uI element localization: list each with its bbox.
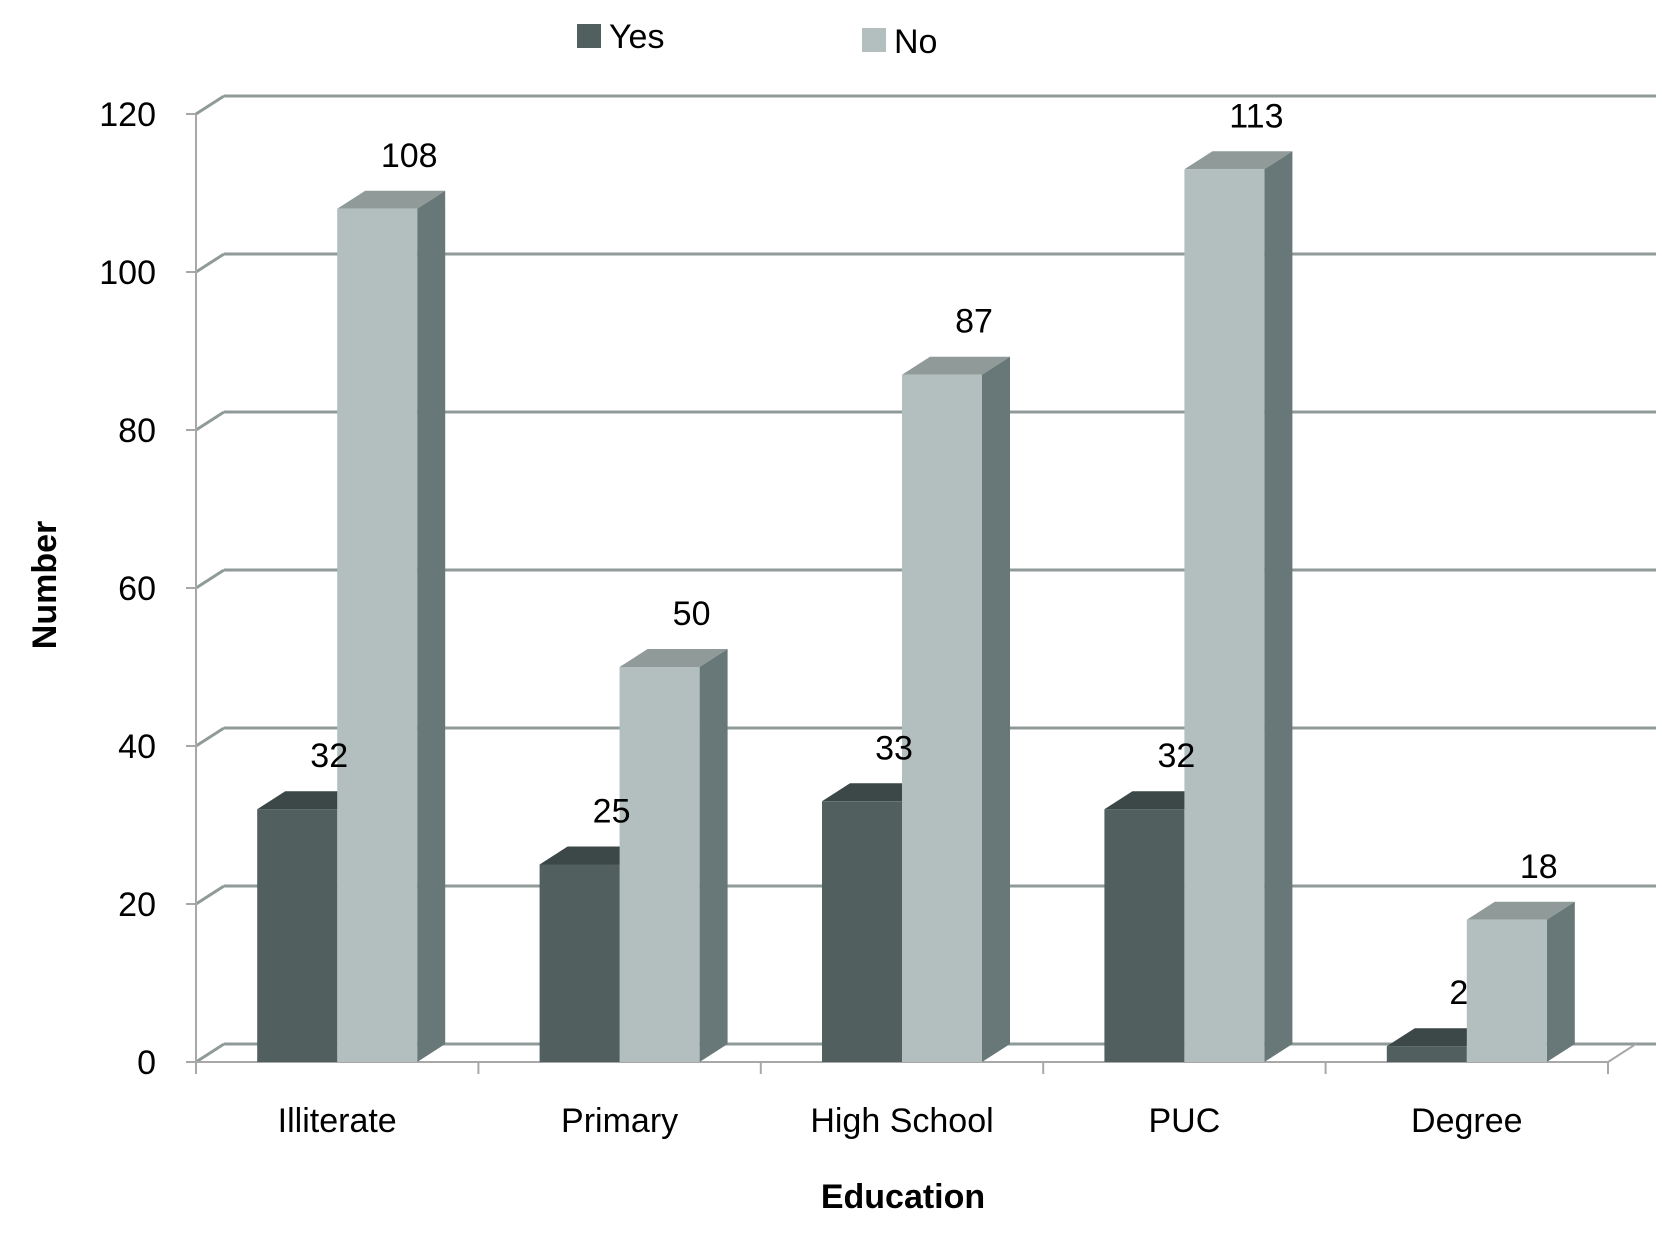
axes: 0 20 40 60 80 100 120 Illiterate Primary High Sch… — [99, 96, 1609, 1140]
bar-front-face — [1386, 1046, 1467, 1062]
data-label-yes-high-school: 33 — [875, 729, 913, 767]
legend-label-yes: Yes — [609, 18, 664, 56]
floor-right-edge — [1607, 1043, 1637, 1063]
gridline-depth-60 — [195, 568, 225, 590]
category-label-puc: PUC — [1149, 1102, 1221, 1140]
data-label-yes-illiterate: 32 — [310, 737, 348, 775]
y-tick-label-0: 0 — [137, 1044, 156, 1082]
bar-front-face — [619, 667, 700, 1062]
y-tick-label-120: 120 — [99, 96, 156, 134]
category-label-primary: Primary — [561, 1102, 678, 1140]
category-label-degree: Degree — [1411, 1102, 1523, 1140]
legend-swatch-yes — [577, 24, 601, 48]
bar-no-degree — [1466, 901, 1575, 1062]
bar-side-face — [1546, 901, 1575, 1062]
bar-no-illiterate — [337, 190, 446, 1063]
bar-side-face — [417, 190, 446, 1063]
y-tick-label-80: 80 — [118, 412, 156, 450]
bar-front-face — [902, 374, 982, 1062]
gridline-depth-20 — [195, 884, 225, 906]
data-label-no-puc: 113 — [1229, 97, 1283, 135]
data-label-no-degree: 18 — [1520, 848, 1558, 886]
gridline-depth-120 — [195, 94, 225, 116]
gridline-depth-80 — [195, 410, 225, 432]
data-label-no-illiterate: 108 — [381, 137, 438, 175]
bar-side-face — [1264, 151, 1293, 1063]
y-axis-title: Number — [26, 521, 64, 649]
bar-side-face — [982, 356, 1010, 1062]
category-label-high-school: High School — [810, 1102, 993, 1140]
bar-front-face — [1104, 809, 1185, 1062]
data-labels: 32 108 25 50 33 87 32 113 2 18 — [310, 97, 1557, 1012]
data-label-yes-degree: 2 — [1449, 974, 1468, 1012]
x-axis-title: Education — [821, 1178, 985, 1216]
bar-top-face — [619, 649, 728, 667]
bars — [257, 151, 1575, 1063]
bar-side-face — [699, 649, 728, 1062]
bar-top-face — [902, 356, 1010, 375]
y-tick-label-60: 60 — [118, 570, 156, 608]
legend-label-no: No — [894, 23, 937, 61]
y-tick-label-20: 20 — [118, 886, 156, 924]
gridline-depth-0 — [195, 1042, 225, 1064]
bar-front-face — [539, 864, 620, 1062]
bar-front-face — [822, 801, 902, 1062]
category-label-illiterate: Illiterate — [278, 1102, 397, 1140]
bar-no-primary — [619, 649, 728, 1062]
legend-swatch-no — [862, 28, 886, 52]
bar-front-face — [257, 809, 338, 1062]
data-label-yes-puc: 32 — [1157, 737, 1195, 775]
bar-no-puc — [1184, 151, 1293, 1063]
bar-top-face — [337, 190, 446, 209]
gridline-depth-40 — [195, 726, 225, 748]
data-label-yes-primary: 25 — [593, 793, 631, 831]
y-tick-label-100: 100 — [99, 254, 156, 292]
bar-front-face — [1466, 919, 1547, 1062]
bar-front-face — [1184, 169, 1265, 1063]
bar-no-high-school — [902, 356, 1010, 1062]
bar-front-face — [337, 208, 418, 1063]
data-label-no-primary: 50 — [673, 595, 711, 633]
gridline-depth-100 — [195, 252, 225, 274]
bar-top-face — [1466, 901, 1575, 920]
y-tick-label-40: 40 — [118, 728, 156, 766]
bar-top-face — [1184, 151, 1293, 170]
legend: Yes No — [577, 18, 937, 61]
data-label-no-high-school: 87 — [955, 303, 993, 341]
